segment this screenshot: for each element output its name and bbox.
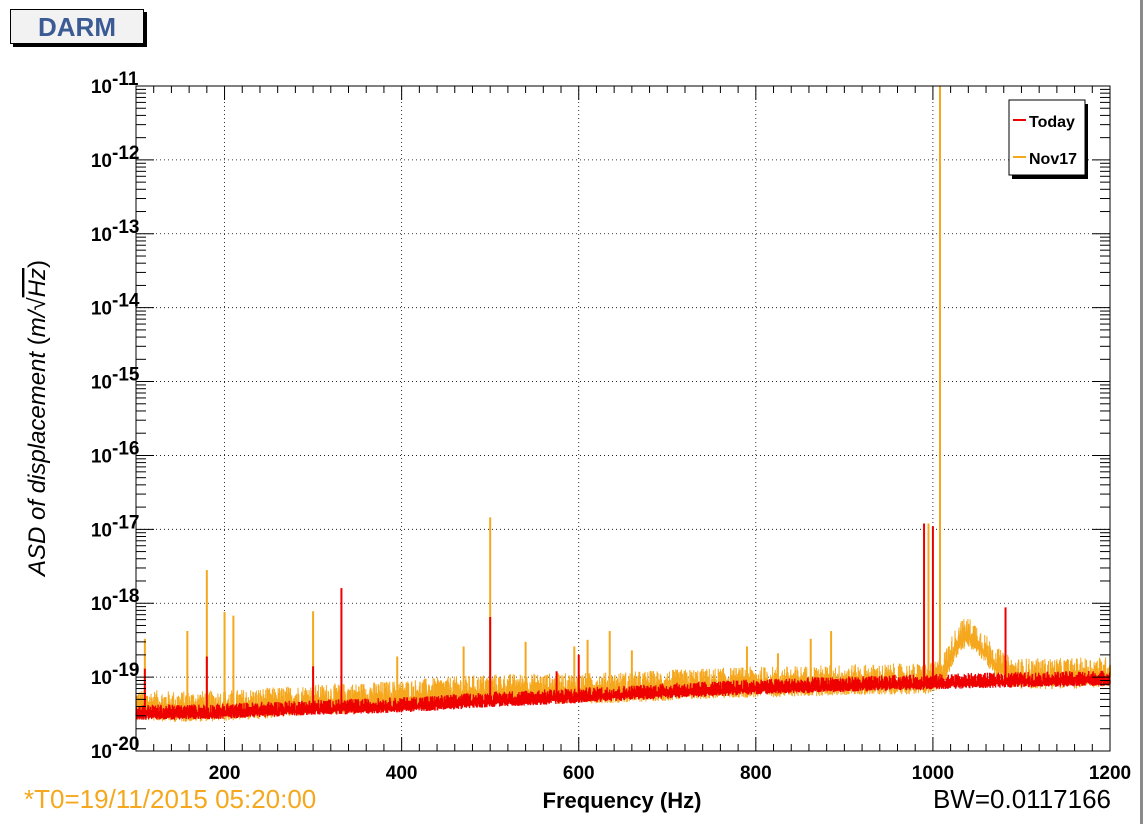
chart-title: DARM (10, 9, 144, 44)
y-axis-label-open: ( (24, 337, 51, 345)
y-axis-label-unit: m/ (24, 308, 51, 337)
y-axis-label-main: ASD of displacement (24, 345, 51, 578)
y-tick-label: 10 (91, 742, 112, 763)
axis-ticks (135, 86, 1111, 752)
y-axis-label-root: √ (24, 297, 51, 311)
y-axis-label-close: ) (24, 260, 51, 268)
y-tick-label: 10 (91, 225, 112, 246)
y-tick-exponent: -13 (112, 217, 139, 238)
y-tick-label: 10 (91, 520, 112, 541)
x-axis-label: Frequency (Hz) (543, 788, 702, 813)
x-tick-label: 800 (740, 763, 772, 784)
y-tick-exponent: -12 (112, 143, 139, 164)
y-tick-exponent: -11 (112, 69, 139, 90)
bandwidth-readout: BW=0.0117166 (932, 784, 1111, 814)
y-tick-label: 10 (91, 373, 112, 394)
y-tick-exponent: -15 (112, 365, 140, 386)
x-tick-label: 1000 (912, 763, 954, 784)
y-axis-label-radicand: Hz (24, 268, 51, 297)
y-tick-exponent: -14 (112, 291, 140, 312)
y-tick-exponent: -18 (112, 586, 139, 607)
x-tick-label: 200 (209, 763, 241, 784)
y-tick-labels: 10-1110-1210-1310-1410-1510-1610-1710-18… (91, 69, 140, 763)
x-tick-labels: 200 400 600 800 1000 1200 (209, 763, 1131, 784)
legend-box (1008, 99, 1086, 176)
y-tick-label: 10 (91, 151, 112, 172)
x-tick-label: 1200 (1089, 763, 1131, 784)
y-axis-label: ASD of displacement (m/√Hz) (24, 260, 51, 578)
legend-label-nov17: Nov17 (1029, 151, 1077, 168)
y-tick-exponent: -17 (112, 512, 139, 533)
y-tick-exponent: -16 (112, 438, 139, 459)
today-trace (135, 670, 1111, 720)
x-tick-label: 400 (386, 763, 418, 784)
y-tick-exponent: -19 (112, 660, 139, 681)
y-tick-label: 10 (91, 77, 112, 98)
y-tick-label: 10 (91, 299, 112, 320)
y-axis-label-text: ASD of displacement (m/√Hz) (24, 260, 51, 578)
x-tick-label: 600 (563, 763, 595, 784)
plot-frame (135, 85, 1111, 752)
t0-timestamp: *T0=19/11/2015 05:20:00 (24, 784, 317, 814)
y-tick-label: 10 (91, 446, 112, 467)
traces (135, 86, 1111, 722)
y-tick-label: 10 (91, 668, 112, 689)
y-tick-exponent: -20 (112, 734, 139, 755)
grid (136, 86, 1110, 751)
nov17-trace (135, 618, 1111, 722)
y-tick-label: 10 (91, 594, 112, 615)
legend-label-today: Today (1029, 114, 1075, 131)
legend: Today Nov17 (1008, 99, 1088, 179)
